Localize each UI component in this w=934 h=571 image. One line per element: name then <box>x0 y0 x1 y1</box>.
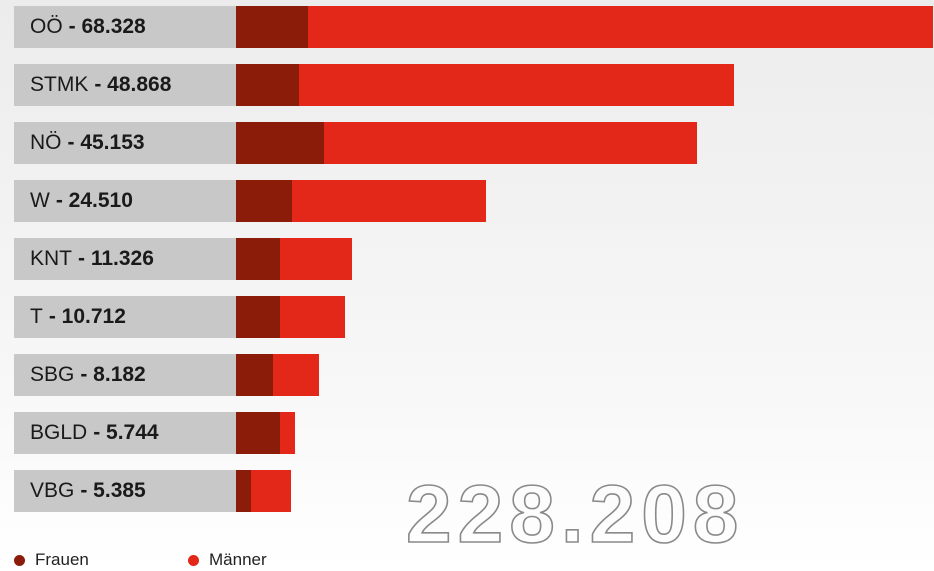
bar-frauen-noe <box>236 122 324 164</box>
bar-frauen-knt <box>236 238 280 280</box>
legend-label-frauen: Frauen <box>35 550 89 570</box>
category-name: KNT <box>30 247 72 271</box>
legend-label-maenner: Männer <box>209 550 267 570</box>
bar-maenner-noe <box>324 122 697 164</box>
category-name: W <box>30 189 50 213</box>
bar-maenner-ooe <box>308 6 933 48</box>
frauen-dot-icon <box>14 555 25 566</box>
category-name: T <box>30 305 43 329</box>
category-label-w: W- 24.510 <box>14 180 236 222</box>
bar-maenner-knt <box>280 238 352 280</box>
category-label-t: T- 10.712 <box>14 296 236 338</box>
category-label-stmk: STMK - 48.868 <box>14 64 236 106</box>
category-name: NÖ <box>30 131 62 155</box>
bar-frauen-w <box>236 180 292 222</box>
maenner-dot-icon <box>188 555 199 566</box>
category-name: VBG <box>30 479 74 503</box>
grand-total-text: 228.208 <box>406 469 744 556</box>
category-total: - 5.385 <box>80 479 145 503</box>
legend-item-maenner: Männer <box>188 550 267 570</box>
bar-frauen-sbg <box>236 354 273 396</box>
bar-maenner-vbg <box>251 470 291 512</box>
category-label-bgld: BGLD - 5.744 <box>14 412 236 454</box>
bar-maenner-sbg <box>273 354 320 396</box>
bar-maenner-t <box>280 296 345 338</box>
bar-maenner-stmk <box>299 64 734 106</box>
bar-frauen-ooe <box>236 6 308 48</box>
bar-frauen-stmk <box>236 64 299 106</box>
category-name: BGLD <box>30 421 87 445</box>
category-label-sbg: SBG - 8.182 <box>14 354 236 396</box>
category-label-vbg: VBG - 5.385 <box>14 470 236 512</box>
category-total: - 5.744 <box>93 421 158 445</box>
bar-frauen-vbg <box>236 470 251 512</box>
category-name: OÖ <box>30 15 63 39</box>
legend-item-frauen: Frauen <box>14 550 89 570</box>
category-label-knt: KNT - 11.326 <box>14 238 236 280</box>
category-total: - 8.182 <box>80 363 145 387</box>
category-label-ooe: OÖ - 68.328 <box>14 6 236 48</box>
bar-maenner-w <box>292 180 486 222</box>
category-label-noe: NÖ - 45.153 <box>14 122 236 164</box>
bar-maenner-bgld <box>280 412 295 454</box>
category-name: STMK <box>30 73 88 97</box>
grand-total: 228.208 <box>404 466 824 556</box>
category-name: SBG <box>30 363 74 387</box>
bar-frauen-t <box>236 296 280 338</box>
bar-frauen-bgld <box>236 412 280 454</box>
category-total: - 45.153 <box>68 131 145 155</box>
category-total: - 48.868 <box>94 73 171 97</box>
category-total: - 10.712 <box>49 305 126 329</box>
category-total: - 11.326 <box>78 247 154 271</box>
category-total: - 68.328 <box>69 15 146 39</box>
category-total: - 24.510 <box>56 189 133 213</box>
